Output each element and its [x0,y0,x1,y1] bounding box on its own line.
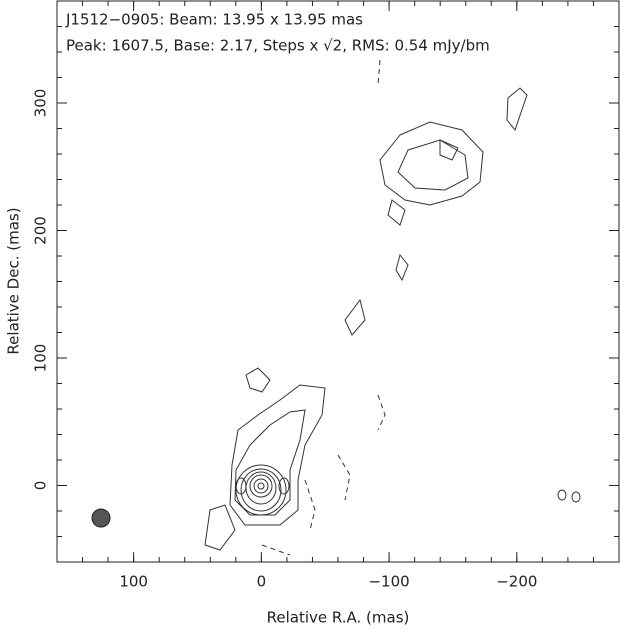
x-tick-label: −100 [368,573,409,591]
y-tick-label: 300 [32,89,50,118]
y-tick-label: 0 [32,481,50,491]
plot-frame [56,0,620,563]
beam [91,508,111,528]
x-axis-label: Relative R.A. (mas) [267,609,410,627]
y-axis-label: Relative Dec. (mas) [5,207,23,354]
x-tick-label: 100 [119,573,148,591]
x-tick-label: −200 [496,573,537,591]
y-tick-label: 100 [32,344,50,373]
x-tick-label: 0 [257,573,267,591]
y-tick-label: 200 [32,216,50,245]
title-line: Peak: 1607.5, Base: 2.17, Steps x √2, RM… [66,37,490,55]
title-line: J1512−0905: Beam: 13.95 x 13.95 mas [65,11,363,29]
contours [204,59,581,556]
